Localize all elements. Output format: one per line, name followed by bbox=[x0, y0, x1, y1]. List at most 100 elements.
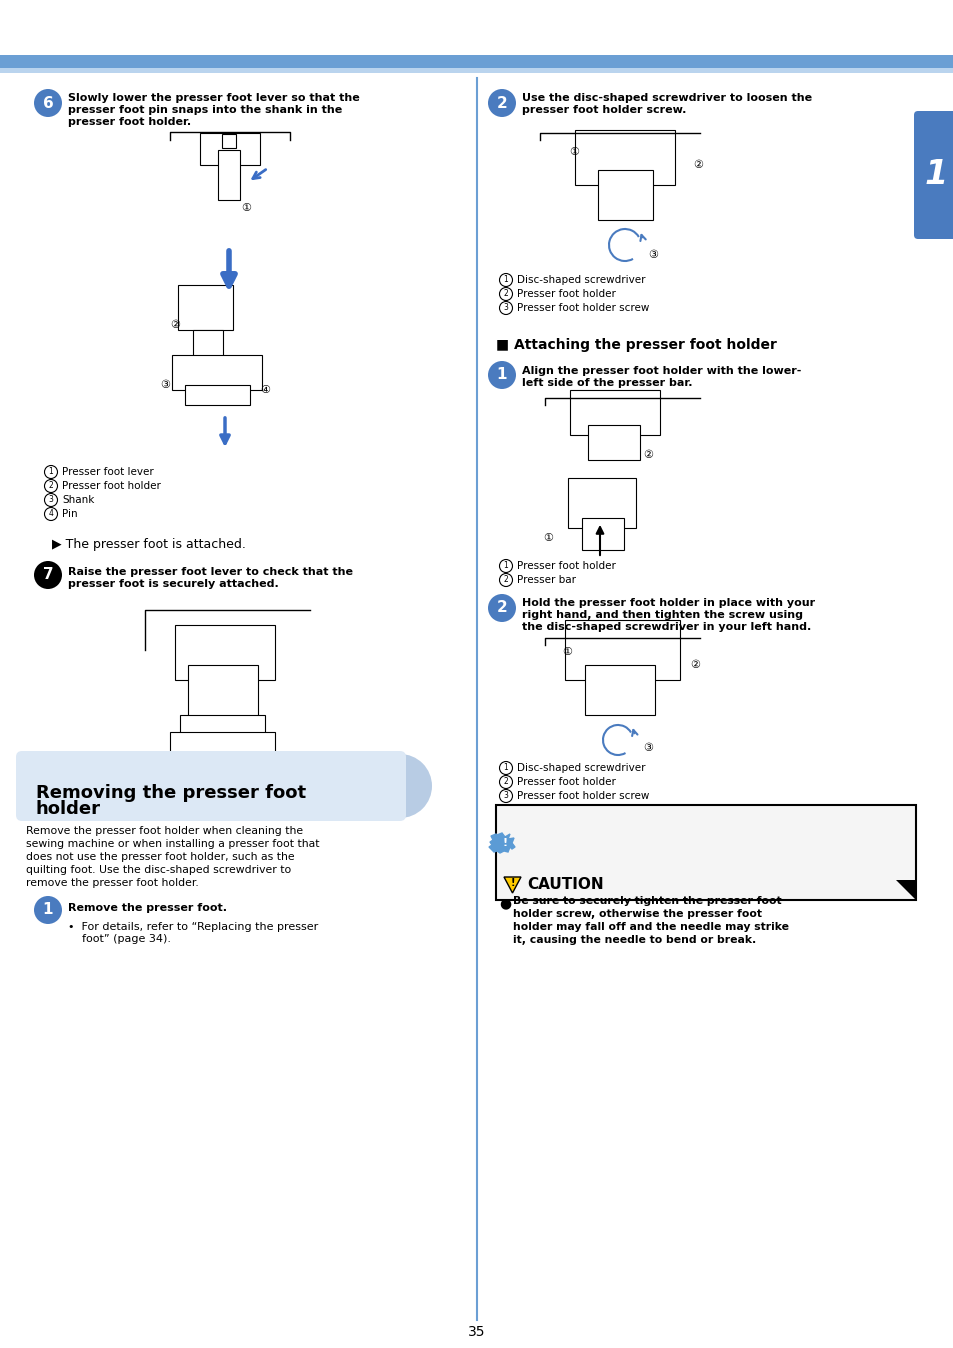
Text: Presser bar: Presser bar bbox=[517, 576, 576, 585]
FancyBboxPatch shape bbox=[496, 805, 915, 900]
Text: ③: ③ bbox=[642, 743, 652, 754]
FancyBboxPatch shape bbox=[178, 284, 233, 330]
FancyBboxPatch shape bbox=[222, 133, 235, 148]
Text: 1: 1 bbox=[503, 763, 508, 772]
Text: Use the disc-shaped screwdriver to loosen the: Use the disc-shaped screwdriver to loose… bbox=[521, 93, 811, 102]
FancyBboxPatch shape bbox=[218, 150, 240, 200]
Text: ①: ① bbox=[542, 532, 553, 543]
FancyBboxPatch shape bbox=[180, 714, 265, 745]
Text: Presser foot holder: Presser foot holder bbox=[517, 288, 616, 299]
Text: sewing machine or when installing a presser foot that: sewing machine or when installing a pres… bbox=[26, 838, 319, 849]
Text: Raise the presser foot lever to check that the: Raise the presser foot lever to check th… bbox=[68, 568, 353, 577]
Text: remove the presser foot holder.: remove the presser foot holder. bbox=[26, 878, 198, 888]
FancyBboxPatch shape bbox=[172, 355, 262, 390]
Text: holder may fall off and the needle may strike: holder may fall off and the needle may s… bbox=[513, 922, 788, 931]
Text: 1: 1 bbox=[503, 275, 508, 284]
Text: 3: 3 bbox=[503, 791, 508, 801]
Text: 1: 1 bbox=[923, 159, 946, 191]
Text: 4: 4 bbox=[49, 510, 53, 519]
Text: holder screw, otherwise the presser foot: holder screw, otherwise the presser foot bbox=[513, 909, 761, 919]
Text: 1: 1 bbox=[43, 903, 53, 918]
Text: Hold the presser foot holder in place with your: Hold the presser foot holder in place wi… bbox=[521, 599, 814, 608]
Text: ▶ The presser foot is attached.: ▶ The presser foot is attached. bbox=[52, 538, 246, 551]
Text: Remove the presser foot holder when cleaning the: Remove the presser foot holder when clea… bbox=[26, 826, 303, 836]
Text: ③: ③ bbox=[647, 249, 658, 260]
Text: ●: ● bbox=[497, 851, 508, 863]
FancyBboxPatch shape bbox=[581, 518, 623, 550]
Text: Slowly lower the presser foot lever so that the: Slowly lower the presser foot lever so t… bbox=[68, 93, 359, 102]
FancyArrowPatch shape bbox=[596, 527, 602, 555]
Circle shape bbox=[499, 775, 512, 789]
FancyBboxPatch shape bbox=[188, 665, 257, 720]
Text: ■ Attaching the presser foot holder: ■ Attaching the presser foot holder bbox=[496, 338, 776, 352]
Circle shape bbox=[45, 465, 57, 479]
Text: Presser foot lever: Presser foot lever bbox=[62, 466, 153, 477]
Circle shape bbox=[488, 361, 516, 390]
Text: 2: 2 bbox=[49, 481, 53, 491]
Circle shape bbox=[499, 790, 512, 802]
Text: ④: ④ bbox=[260, 386, 270, 395]
Text: ②: ② bbox=[170, 319, 180, 330]
Text: 1: 1 bbox=[503, 562, 508, 570]
Polygon shape bbox=[489, 833, 515, 853]
Text: Presser foot holder: Presser foot holder bbox=[517, 561, 616, 572]
FancyBboxPatch shape bbox=[587, 425, 639, 460]
Circle shape bbox=[45, 493, 57, 507]
Wedge shape bbox=[399, 754, 432, 818]
Polygon shape bbox=[503, 878, 520, 892]
Text: ①: ① bbox=[568, 147, 578, 156]
FancyBboxPatch shape bbox=[193, 330, 223, 360]
Text: Be sure to securely tighten the presser foot: Be sure to securely tighten the presser … bbox=[513, 896, 781, 906]
Text: Align the presser foot holder with the lower-: Align the presser foot holder with the l… bbox=[521, 367, 801, 376]
Circle shape bbox=[499, 287, 512, 301]
Text: Disc-shaped screwdriver: Disc-shaped screwdriver bbox=[517, 275, 645, 284]
Text: installed, the thread tension will be incorrect.: installed, the thread tension will be in… bbox=[512, 863, 759, 874]
Text: Pin: Pin bbox=[62, 510, 77, 519]
Circle shape bbox=[499, 573, 512, 586]
Circle shape bbox=[499, 274, 512, 287]
FancyBboxPatch shape bbox=[174, 625, 274, 679]
Circle shape bbox=[34, 89, 62, 117]
FancyBboxPatch shape bbox=[0, 67, 953, 73]
Text: 2: 2 bbox=[503, 290, 508, 298]
Text: If the presser foot holder is not correctly: If the presser foot holder is not correc… bbox=[512, 851, 732, 860]
Text: 2: 2 bbox=[497, 96, 507, 111]
FancyBboxPatch shape bbox=[569, 390, 659, 435]
FancyBboxPatch shape bbox=[0, 55, 953, 67]
Text: Disc-shaped screwdriver: Disc-shaped screwdriver bbox=[517, 763, 645, 772]
Text: 2: 2 bbox=[497, 600, 507, 616]
Text: 1: 1 bbox=[497, 368, 507, 383]
Text: !: ! bbox=[502, 838, 507, 848]
Text: 2: 2 bbox=[503, 778, 508, 786]
Text: ①: ① bbox=[241, 204, 251, 213]
Text: presser foot pin snaps into the shank in the: presser foot pin snaps into the shank in… bbox=[68, 105, 342, 115]
FancyBboxPatch shape bbox=[16, 751, 406, 821]
Circle shape bbox=[488, 89, 516, 117]
Text: right hand, and then tighten the screw using: right hand, and then tighten the screw u… bbox=[521, 611, 802, 620]
FancyBboxPatch shape bbox=[200, 133, 260, 164]
Text: the disc-shaped screwdriver in your left hand.: the disc-shaped screwdriver in your left… bbox=[521, 621, 810, 632]
Text: 6: 6 bbox=[43, 96, 53, 111]
Text: presser foot is securely attached.: presser foot is securely attached. bbox=[68, 580, 278, 589]
Text: Presser foot holder screw: Presser foot holder screw bbox=[517, 303, 649, 313]
Text: does not use the presser foot holder, such as the: does not use the presser foot holder, su… bbox=[26, 852, 294, 861]
Text: presser foot holder screw.: presser foot holder screw. bbox=[521, 105, 685, 115]
Text: Removing the presser foot: Removing the presser foot bbox=[36, 785, 306, 802]
FancyBboxPatch shape bbox=[584, 665, 655, 714]
FancyArrowPatch shape bbox=[253, 170, 266, 179]
Text: ②: ② bbox=[642, 450, 652, 460]
Text: 35: 35 bbox=[468, 1325, 485, 1339]
Text: ①: ① bbox=[561, 647, 572, 656]
Text: ③: ③ bbox=[160, 380, 170, 390]
Text: !: ! bbox=[510, 878, 515, 888]
Text: 7: 7 bbox=[43, 568, 53, 582]
Text: left side of the presser bar.: left side of the presser bar. bbox=[521, 377, 692, 388]
Text: Shank: Shank bbox=[62, 495, 94, 506]
FancyBboxPatch shape bbox=[564, 620, 679, 679]
FancyBboxPatch shape bbox=[170, 732, 274, 760]
Circle shape bbox=[45, 480, 57, 492]
Text: 1: 1 bbox=[49, 468, 53, 476]
Text: 3: 3 bbox=[503, 303, 508, 313]
Circle shape bbox=[34, 561, 62, 589]
Text: •  For details, refer to “Replacing the presser: • For details, refer to “Replacing the p… bbox=[68, 922, 318, 931]
